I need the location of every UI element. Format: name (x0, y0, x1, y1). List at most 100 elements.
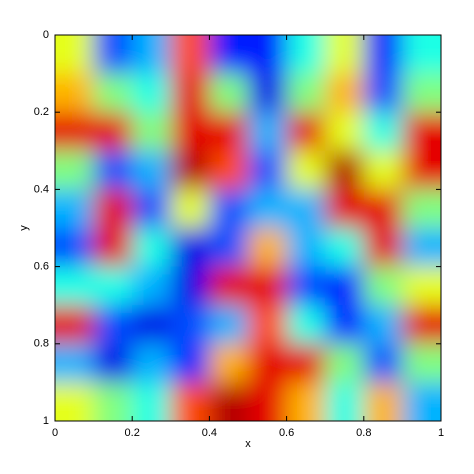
x-tick-label: 0.6 (279, 427, 294, 439)
heat-cell (325, 73, 365, 113)
heat-cell (132, 266, 172, 306)
heat-cell (170, 35, 210, 75)
heat-cell (286, 343, 326, 383)
heat-cell (363, 112, 403, 152)
heat-cell (93, 189, 133, 229)
heat-cell (209, 112, 249, 152)
heat-cell (209, 189, 249, 229)
heat-cell (286, 305, 326, 345)
heat-cell (170, 266, 210, 306)
heat-cell (363, 189, 403, 229)
heat-cell (209, 150, 249, 190)
heat-cell (248, 189, 288, 229)
y-tick-label: 0.6 (34, 261, 49, 273)
heat-cell (325, 266, 365, 306)
heat-cell (55, 266, 95, 306)
heat-cell (248, 266, 288, 306)
heat-cell (363, 266, 403, 306)
cells (55, 35, 441, 421)
heat-cell (286, 266, 326, 306)
heat-cell (55, 35, 95, 75)
heat-cell (132, 73, 172, 113)
heat-cell (132, 35, 172, 75)
heat-cell (248, 343, 288, 383)
heat-cell (132, 305, 172, 345)
heat-cell (209, 305, 249, 345)
heat-cell (55, 112, 95, 152)
heat-cell (325, 305, 365, 345)
heat-cell (170, 189, 210, 229)
heat-cell (363, 73, 403, 113)
heat-cell (248, 228, 288, 268)
heat-cell (209, 228, 249, 268)
heat-cell (286, 150, 326, 190)
heat-cell (209, 382, 249, 421)
heat-cell (248, 35, 288, 75)
heat-cell (132, 382, 172, 421)
heat-cell (286, 189, 326, 229)
y-tick-label: 0.2 (34, 106, 49, 118)
y-tick-label: 0.4 (34, 183, 49, 195)
heat-cell (170, 73, 210, 113)
heat-cell (132, 228, 172, 268)
heat-cell (402, 150, 441, 190)
heat-cell (286, 73, 326, 113)
heat-cell (402, 382, 441, 421)
heat-cell (93, 150, 133, 190)
heat-cell (248, 73, 288, 113)
heat-cell (132, 150, 172, 190)
heat-cell (325, 343, 365, 383)
heat-cell (55, 343, 95, 383)
heat-cell (402, 228, 441, 268)
heat-cell (132, 343, 172, 383)
heat-cell (132, 189, 172, 229)
heat-cell (170, 112, 210, 152)
heat-cell (325, 150, 365, 190)
heat-cell (363, 35, 403, 75)
heat-cell (402, 112, 441, 152)
heat-cell (93, 305, 133, 345)
heatmap (55, 35, 441, 421)
heat-cell (248, 150, 288, 190)
heat-cell (93, 228, 133, 268)
heat-cell (132, 112, 172, 152)
heat-cell (55, 228, 95, 268)
heat-cell (209, 343, 249, 383)
heat-cell (286, 228, 326, 268)
heat-cell (55, 189, 95, 229)
x-tick-label: 1 (438, 427, 444, 439)
heat-cell (402, 189, 441, 229)
heat-cell (55, 305, 95, 345)
x-tick-label: 0.8 (356, 427, 371, 439)
heat-cell (325, 35, 365, 75)
heat-cell (402, 305, 441, 345)
heat-cell (93, 343, 133, 383)
y-axis-label: y (18, 225, 30, 231)
heat-cell (286, 382, 326, 421)
heat-cell (402, 35, 441, 75)
heat-cell (402, 266, 441, 306)
heat-cell (363, 150, 403, 190)
heat-cell (325, 112, 365, 152)
heat-cell (209, 35, 249, 75)
axes-box (54, 34, 442, 422)
heat-cell (170, 150, 210, 190)
heat-cell (93, 73, 133, 113)
heat-cell (248, 382, 288, 421)
y-tick-label: 1 (43, 415, 49, 427)
heat-cell (55, 382, 95, 421)
heat-cell (93, 112, 133, 152)
heat-cell (363, 228, 403, 268)
heat-cell (325, 382, 365, 421)
heat-cell (363, 305, 403, 345)
heat-cell (248, 112, 288, 152)
x-tick-label: 0 (52, 427, 58, 439)
heat-cell (286, 35, 326, 75)
heat-cell (325, 189, 365, 229)
x-axis-label: x (245, 438, 251, 450)
heat-cell (209, 73, 249, 113)
y-tick-label: 0.8 (34, 338, 49, 350)
x-tick-label: 0.4 (202, 427, 217, 439)
